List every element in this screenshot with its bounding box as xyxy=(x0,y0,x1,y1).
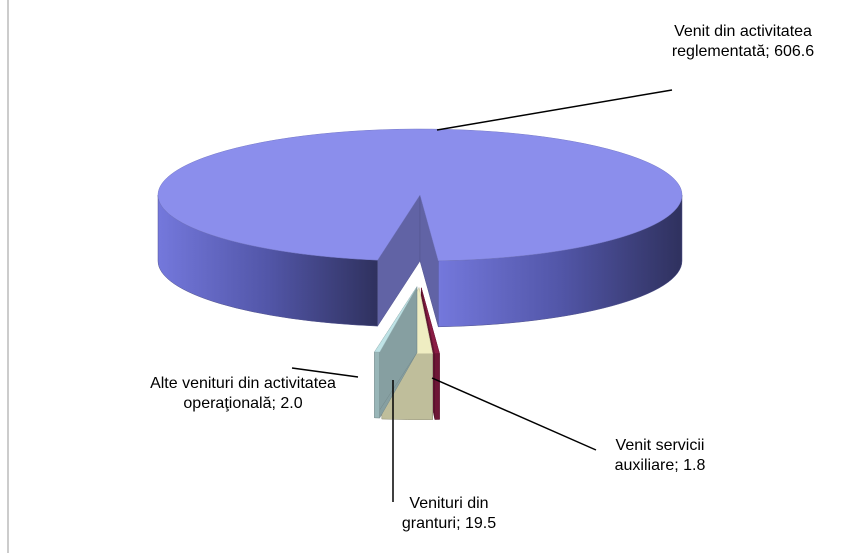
pie xyxy=(157,128,683,420)
slice-side xyxy=(434,353,440,420)
slice-side xyxy=(374,351,380,419)
leader-line xyxy=(291,367,359,378)
data-label: Venit din activitatea reglementată; 606.… xyxy=(668,22,818,62)
label-name: Venit servicii auxiliare xyxy=(614,437,705,474)
label-sep: ; xyxy=(674,457,684,474)
label-value: 2.0 xyxy=(280,395,303,412)
label-value: 19.5 xyxy=(465,515,497,532)
label-sep: ; xyxy=(271,395,281,412)
leaders xyxy=(291,89,673,502)
data-label: Venituri din granturi; 19.5 xyxy=(385,494,513,534)
label-value: 1.8 xyxy=(683,457,706,474)
label-value: 606.6 xyxy=(774,43,815,60)
leader-line xyxy=(431,377,597,451)
data-label: Venit servicii auxiliare; 1.8 xyxy=(590,436,730,476)
label-sep: ; xyxy=(765,43,775,60)
pie-slice xyxy=(157,128,683,262)
label-name: Venit din activitatea reglementată xyxy=(671,23,812,60)
label-name: Alte venituri din activitatea operaţiona… xyxy=(150,375,336,412)
data-label: Alte venituri din activitatea operaţiona… xyxy=(138,374,348,414)
leader-line xyxy=(436,89,673,131)
pie-slice xyxy=(374,286,418,353)
pie-slice xyxy=(420,287,440,354)
label-sep: ; xyxy=(456,515,465,532)
label-name: Venituri din granturi xyxy=(401,495,489,532)
